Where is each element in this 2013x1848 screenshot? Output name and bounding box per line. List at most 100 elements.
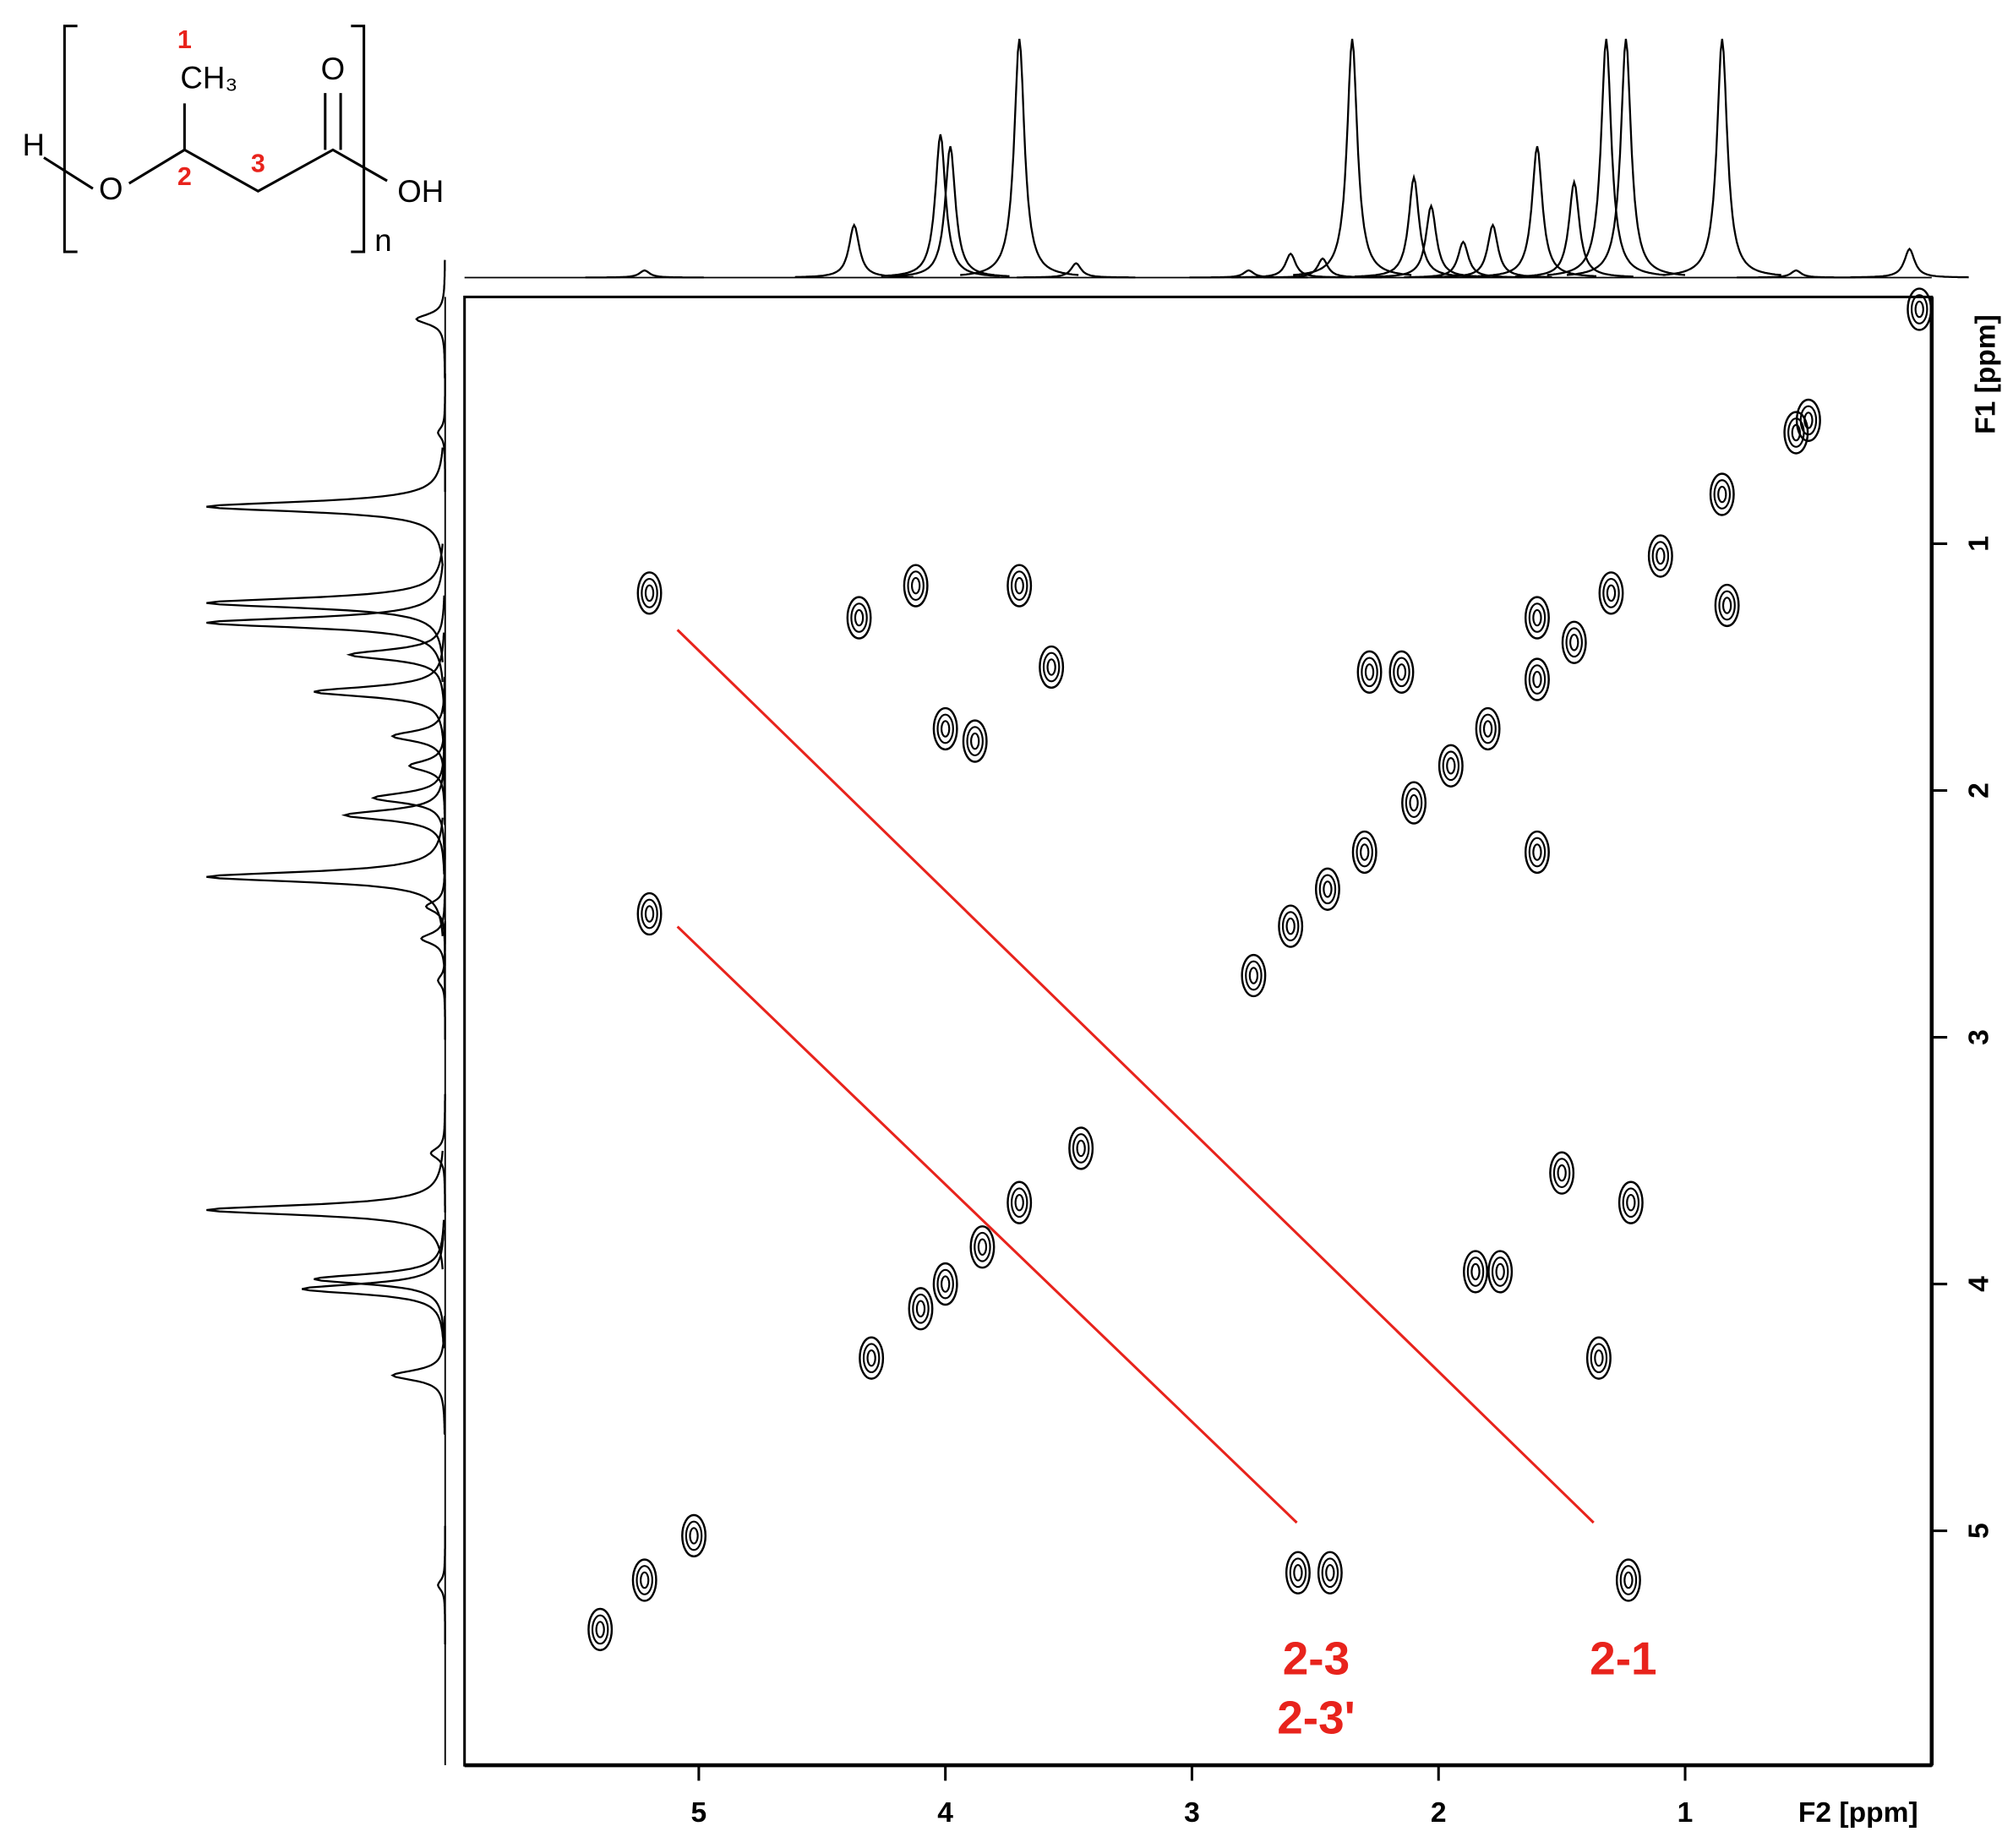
- cross-peak: [859, 1336, 885, 1380]
- cross-peak: [969, 1225, 996, 1269]
- cross-peak: [1617, 1180, 1644, 1224]
- contour-ring: [1532, 843, 1542, 861]
- contour-ring: [1076, 1139, 1086, 1158]
- contour-ring: [1594, 1349, 1604, 1367]
- contour-ring: [1623, 1571, 1634, 1589]
- contour-ring: [977, 1238, 988, 1257]
- projection-peak: [314, 1219, 445, 1338]
- contour-ring: [1602, 577, 1620, 608]
- contour-ring: [1321, 1557, 1339, 1589]
- contour-ring: [641, 577, 658, 608]
- cross-peak: [1356, 650, 1383, 694]
- projection-peak: [794, 222, 914, 279]
- y-tick-label: 1: [1964, 536, 1995, 552]
- contour-ring: [595, 1621, 605, 1638]
- contour-ring: [1466, 1257, 1485, 1287]
- projection-peak: [206, 1150, 444, 1270]
- projection-peak: [1017, 262, 1136, 279]
- projection-peak: [415, 259, 446, 379]
- contour-ring: [1396, 663, 1407, 681]
- contour-ring: [1446, 757, 1456, 775]
- cross-peak: [1039, 645, 1065, 690]
- bond: [43, 93, 388, 193]
- cross-peak: [1006, 564, 1033, 608]
- cross-peak: [1314, 867, 1340, 911]
- contour-ring: [1491, 1257, 1509, 1287]
- cross-peak: [932, 706, 958, 751]
- contour-ring: [1409, 793, 1419, 812]
- contour-ring: [1325, 1564, 1335, 1582]
- cross-peak: [1709, 472, 1735, 516]
- cross-peak: [1907, 287, 1933, 331]
- atom-label: CH₃: [180, 61, 237, 95]
- projection-peak: [437, 373, 446, 493]
- cross-peak: [962, 719, 988, 763]
- contour-ring: [1470, 1262, 1481, 1281]
- contour-ring: [1656, 547, 1666, 565]
- contour-ring: [1717, 485, 1727, 504]
- contour-ring: [1356, 837, 1373, 868]
- contour-ring: [1014, 1193, 1024, 1212]
- contour-ring: [850, 602, 868, 633]
- projection-peak: [1547, 38, 1666, 276]
- structure: [43, 25, 388, 253]
- projection-peak: [206, 563, 444, 683]
- contour-ring: [1606, 584, 1617, 602]
- contour-ring: [1072, 1133, 1090, 1164]
- annotation-line: [676, 629, 1595, 1524]
- x-tick-label: 2: [1431, 1797, 1447, 1829]
- projection-peak: [206, 543, 444, 662]
- contour-ring: [1626, 1193, 1636, 1212]
- cross-peak: [1524, 657, 1550, 701]
- contour-ring: [1482, 720, 1493, 738]
- contour-ring: [685, 1520, 703, 1551]
- cross-peak: [1487, 1250, 1514, 1294]
- atom-label: O: [99, 172, 123, 206]
- contour-ring: [1791, 423, 1801, 442]
- projection-peak: [1850, 247, 1969, 279]
- projection-peak: [1372, 203, 1491, 278]
- projection-peak: [1566, 38, 1686, 276]
- contour-ring: [866, 1349, 876, 1367]
- x-tick-label: 1: [1678, 1797, 1694, 1829]
- x-tick-label: 3: [1184, 1797, 1200, 1829]
- contour-ring: [1914, 300, 1924, 319]
- cross-peak: [1549, 1151, 1575, 1195]
- projection-peak: [1231, 252, 1350, 279]
- contour-ring: [1528, 664, 1547, 695]
- projection-peak: [206, 817, 444, 936]
- contour-ring: [1479, 713, 1497, 744]
- contour-ring: [862, 1343, 881, 1374]
- cross-peak: [631, 1558, 657, 1602]
- cross-peak: [1647, 534, 1673, 578]
- x-tick-label: 4: [937, 1797, 953, 1829]
- cross-peak: [1006, 1180, 1033, 1224]
- projection-peak: [960, 38, 1079, 276]
- cross-peak: [1475, 706, 1501, 751]
- projection-peak: [370, 739, 446, 858]
- cross-peak: [1561, 620, 1587, 664]
- cross-peak: [1241, 953, 1267, 998]
- contour-ring: [644, 905, 655, 923]
- cross-peak: [587, 1607, 614, 1652]
- projection-peak: [1662, 38, 1781, 276]
- position-label: 3: [251, 150, 265, 178]
- contour-ring: [1528, 602, 1547, 633]
- contour-ring: [966, 726, 984, 756]
- cross-peak: [1351, 830, 1377, 875]
- cross-peak: [903, 564, 929, 608]
- contour-ring: [1361, 657, 1378, 688]
- cross-peak: [1598, 571, 1624, 615]
- projection-peak: [1263, 257, 1383, 279]
- projection-peak: [1354, 173, 1474, 278]
- position-label: 1: [177, 25, 192, 54]
- contour-ring: [1318, 874, 1337, 905]
- cross-peak: [1278, 904, 1304, 948]
- projection-peak: [346, 595, 445, 714]
- contour-ring: [1323, 880, 1333, 898]
- cross-peak: [636, 891, 663, 936]
- annotation: 2-1: [1590, 1632, 1656, 1684]
- cross-peak: [1795, 398, 1821, 443]
- contour-ring: [1590, 1343, 1608, 1374]
